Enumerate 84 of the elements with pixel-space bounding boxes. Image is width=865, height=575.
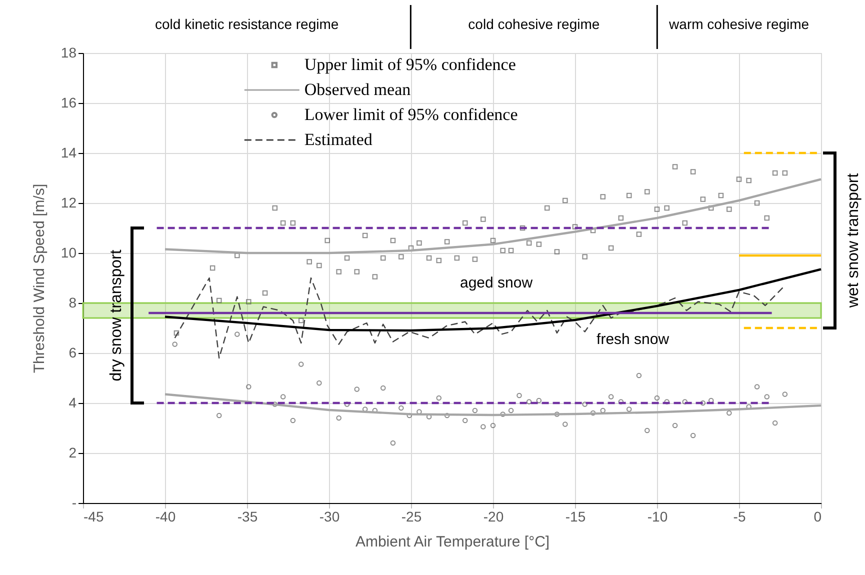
point xyxy=(682,399,688,404)
point xyxy=(462,418,468,424)
point xyxy=(582,402,588,407)
point xyxy=(354,386,360,392)
point xyxy=(536,398,542,404)
point xyxy=(500,412,506,417)
point xyxy=(344,402,350,407)
point xyxy=(590,410,596,416)
point xyxy=(406,412,412,418)
x-tick-label: -5 xyxy=(733,508,746,524)
point xyxy=(472,408,478,414)
point xyxy=(554,412,560,417)
point xyxy=(626,406,632,412)
x-tick-label: -40 xyxy=(155,508,176,524)
point xyxy=(246,384,252,390)
point xyxy=(526,399,532,404)
y-tick-label: 10 xyxy=(60,244,77,260)
point xyxy=(298,362,304,367)
point xyxy=(480,424,486,430)
x-tick-label: -15 xyxy=(565,508,586,524)
point xyxy=(516,392,522,398)
legend-label: Lower limit of 95% confidence xyxy=(304,105,518,124)
legend-label: Estimated xyxy=(304,130,373,149)
x-tick-label: -35 xyxy=(237,508,258,524)
point xyxy=(398,405,404,411)
point xyxy=(336,415,342,421)
point xyxy=(316,380,322,386)
x-tick-label: -25 xyxy=(401,508,422,524)
y-tick-label: 6 xyxy=(68,344,77,360)
point xyxy=(764,394,770,400)
y-tick-label: 14 xyxy=(60,144,77,160)
x-tick-label: -10 xyxy=(647,508,668,524)
point xyxy=(490,422,496,428)
y-tick-label: 2 xyxy=(68,444,77,460)
point xyxy=(618,399,624,404)
line-series xyxy=(174,277,786,359)
line-series xyxy=(164,178,822,254)
line-series xyxy=(164,268,822,332)
x-tick-label: -30 xyxy=(319,508,340,524)
y-tick-label: 16 xyxy=(60,94,77,110)
point xyxy=(562,422,568,427)
point xyxy=(234,332,240,337)
point xyxy=(380,385,386,391)
text: warm cohesive regime xyxy=(668,16,810,32)
y-tick-label: - xyxy=(72,494,77,510)
y-tick-label: 4 xyxy=(68,394,77,410)
annotation: aged snow xyxy=(460,274,533,292)
x-tick-label: -20 xyxy=(483,508,504,524)
point xyxy=(390,440,396,446)
y-axis-title: Threshold Wind Speed [m/s] xyxy=(30,184,48,374)
point xyxy=(216,412,222,418)
point xyxy=(508,408,514,414)
line-series xyxy=(164,393,822,416)
point xyxy=(272,402,278,407)
point xyxy=(664,399,670,404)
point xyxy=(754,384,760,390)
text: cold kinetic resistance regime xyxy=(155,16,339,32)
point xyxy=(290,418,296,424)
point xyxy=(444,412,450,418)
point xyxy=(690,432,696,438)
point xyxy=(672,422,678,428)
point xyxy=(700,400,706,406)
annotation: dry snow transport xyxy=(108,249,125,382)
legend-label: Upper limit of 95% confidence xyxy=(304,55,516,74)
y-tick-label: 8 xyxy=(68,294,77,310)
point xyxy=(436,395,442,401)
y-tick-label: 18 xyxy=(60,44,77,60)
point xyxy=(636,372,642,378)
legend-label: Observed mean xyxy=(304,80,412,99)
point xyxy=(280,394,286,400)
point xyxy=(654,395,660,401)
x-tick-label: -45 xyxy=(84,508,104,524)
point xyxy=(726,410,732,416)
text: wet snow transport xyxy=(845,172,862,309)
point xyxy=(608,394,614,400)
point xyxy=(172,342,178,347)
x-tick-label: 0 xyxy=(814,508,822,524)
x-axis-title: Ambient Air Temperature [°C] xyxy=(355,534,550,550)
text: cold cohesive regime xyxy=(468,16,600,32)
annotation: fresh snow xyxy=(596,330,670,348)
y-tick-label: 12 xyxy=(60,194,77,210)
point xyxy=(772,420,778,426)
point xyxy=(782,392,788,397)
point xyxy=(644,428,650,434)
